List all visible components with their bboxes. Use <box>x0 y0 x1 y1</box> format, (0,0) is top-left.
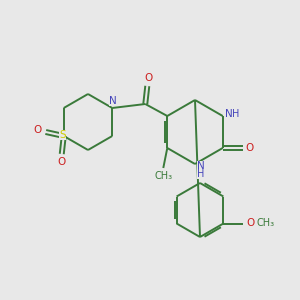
Text: O: O <box>144 73 152 83</box>
Text: O: O <box>246 218 254 229</box>
Text: O: O <box>246 143 254 153</box>
Text: O: O <box>58 157 66 167</box>
Text: CH₃: CH₃ <box>256 218 274 229</box>
Text: CH₃: CH₃ <box>154 171 172 181</box>
Text: N: N <box>225 109 232 119</box>
Text: H: H <box>197 169 205 179</box>
Text: H: H <box>232 109 239 119</box>
Text: O: O <box>34 125 42 135</box>
Text: N: N <box>197 161 205 171</box>
Text: N: N <box>110 96 117 106</box>
Text: S: S <box>59 130 66 140</box>
